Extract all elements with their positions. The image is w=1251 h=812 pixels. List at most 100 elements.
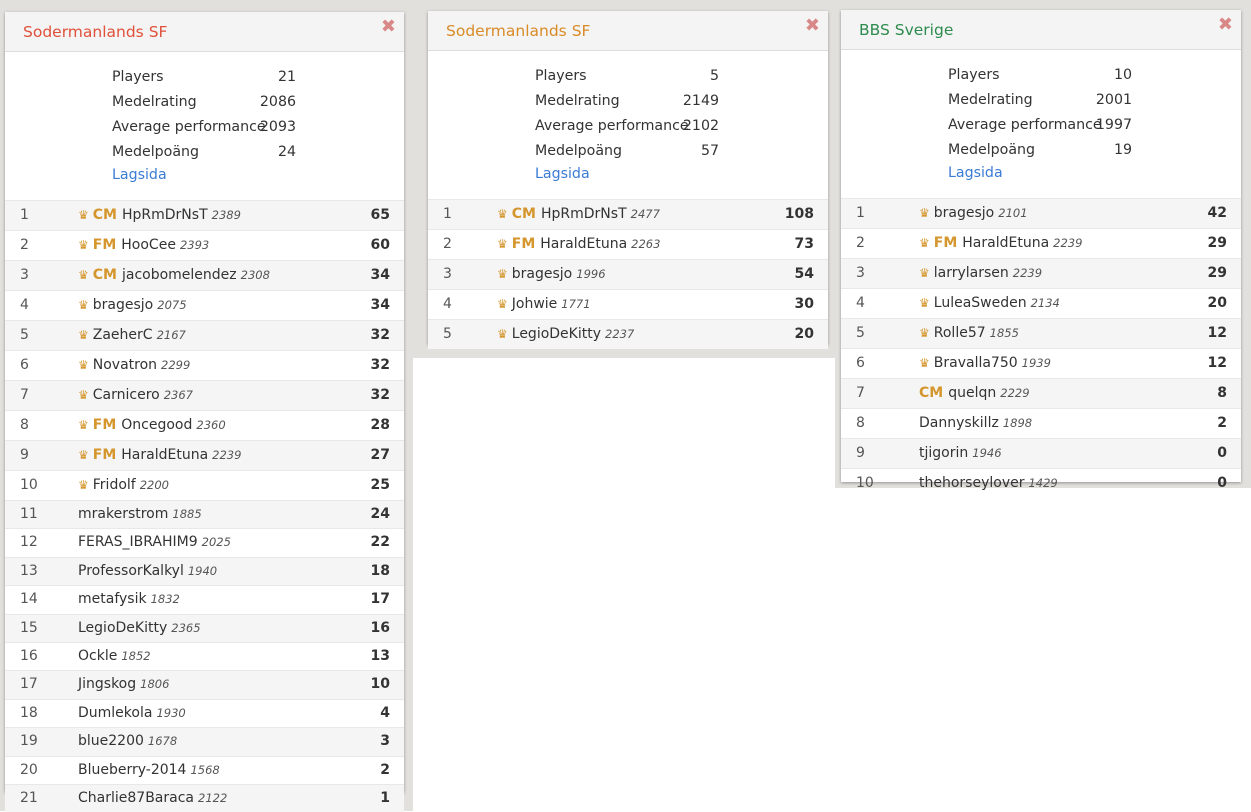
player-row[interactable]: 1 ♛ CM HpRmDrNsT 2389 65 — [5, 200, 404, 230]
player-rank: 2 — [443, 236, 452, 252]
player-name[interactable]: blue2200 — [78, 733, 144, 750]
player-row[interactable]: 8 ♛ FM Oncegood 2360 28 — [5, 410, 404, 440]
player-row[interactable]: 9 ♛ FM HaraldEtuna 2239 27 — [5, 440, 404, 470]
player-name[interactable]: HaraldEtuna — [540, 236, 628, 252]
player-name[interactable]: LegioDeKitty — [511, 326, 602, 342]
player-name[interactable]: HpRmDrNsT — [121, 207, 208, 223]
player-rating: 1678 — [147, 734, 178, 749]
player-name[interactable]: quelqn — [948, 385, 997, 401]
close-icon[interactable]: ✖ — [804, 15, 820, 36]
player-name[interactable]: HooCee — [121, 237, 176, 253]
player-row[interactable]: 15 LegioDeKitty 2365 16 — [5, 613, 404, 642]
player-row[interactable]: 4 ♛ Johwie 1771 30 — [428, 289, 828, 319]
player-rating: 1939 — [1021, 356, 1051, 370]
player-rating: 2393 — [179, 238, 210, 252]
player-name[interactable]: ZaeherC — [92, 327, 153, 343]
player-name[interactable]: LegioDeKitty — [78, 619, 168, 636]
player-row[interactable]: 3 ♛ larrylarsen 2239 29 — [841, 258, 1241, 288]
player-name[interactable]: bragesjo — [92, 297, 154, 313]
player-name[interactable]: Ockle — [78, 647, 118, 664]
player-entry: ♛ Novatron 2299 — [78, 351, 190, 380]
player-name[interactable]: Fridolf — [92, 477, 136, 493]
player-row[interactable]: 7 CM quelqn 2229 8 — [841, 378, 1241, 408]
player-row[interactable]: 5 ♛ LegioDeKitty 2237 20 — [428, 319, 828, 349]
player-row[interactable]: 1 ♛ bragesjo 2101 42 — [841, 198, 1241, 228]
player-entry: ♛ bragesjo 2101 — [919, 199, 1028, 228]
player-name[interactable]: bragesjo — [511, 266, 573, 282]
player-row[interactable]: 1 ♛ CM HpRmDrNsT 2477 108 — [428, 199, 828, 229]
stat-points: Medelpoäng 19 — [948, 142, 1132, 162]
player-score: 34 — [370, 297, 390, 313]
player-row[interactable]: 16 Ockle 1852 13 — [5, 641, 404, 670]
player-name[interactable]: Rolle57 — [933, 325, 986, 341]
player-rating: 1771 — [561, 297, 591, 311]
player-name[interactable]: HpRmDrNsT — [540, 206, 627, 222]
player-row[interactable]: 10 thehorseylover 1429 0 — [841, 468, 1241, 498]
stat-players: Players 10 — [948, 67, 1132, 87]
player-name[interactable]: thehorseylover — [919, 475, 1025, 491]
player-name[interactable]: mrakerstrom — [78, 506, 169, 522]
team-page-link[interactable]: Lagsida — [535, 166, 590, 182]
player-row[interactable]: 12 FERAS_IBRAHIM9 2025 22 — [5, 528, 404, 556]
panel-title: BBS Sverige — [859, 21, 954, 39]
player-row[interactable]: 10 ♛ Fridolf 2200 25 — [5, 470, 404, 500]
player-name[interactable]: Charlie87Baraca — [78, 789, 194, 806]
player-row[interactable]: 5 ♛ Rolle57 1855 12 — [841, 318, 1241, 348]
player-row[interactable]: 2 ♛ FM HaraldEtuna 2263 73 — [428, 229, 828, 259]
player-name[interactable]: Oncegood — [121, 417, 193, 433]
player-name[interactable]: HaraldEtuna — [962, 235, 1050, 251]
player-name[interactable]: Dumlekola — [78, 704, 153, 721]
player-name[interactable]: bragesjo — [933, 205, 995, 221]
player-name[interactable]: HaraldEtuna — [121, 447, 209, 463]
player-row[interactable]: 2 ♛ FM HooCee 2393 60 — [5, 230, 404, 260]
player-name[interactable]: Bravalla750 — [933, 355, 1018, 371]
player-row[interactable]: 18 Dumlekola 1930 4 — [5, 698, 404, 727]
close-icon[interactable]: ✖ — [380, 16, 396, 37]
player-row[interactable]: 13 ProfessorKalkyl 1940 18 — [5, 556, 404, 586]
player-name[interactable]: metafysik — [78, 591, 147, 608]
player-rating: 1429 — [1028, 476, 1058, 490]
player-name[interactable]: Carnicero — [92, 387, 160, 403]
stat-label: Medelpoäng — [112, 144, 200, 160]
stat-performance: Average performance 1997 — [948, 117, 1132, 137]
player-entry: ♛ FM HaraldEtuna 2263 — [497, 230, 660, 259]
player-row[interactable]: 7 ♛ Carnicero 2367 32 — [5, 380, 404, 410]
player-row[interactable]: 20 Blueberry-2014 1568 2 — [5, 755, 404, 784]
player-rank: 1 — [856, 205, 865, 221]
player-name[interactable]: jacobomelendez — [121, 267, 237, 283]
team-page-link[interactable]: Lagsida — [112, 167, 167, 183]
player-row[interactable]: 19 blue2200 1678 3 — [5, 727, 404, 756]
player-row[interactable]: 17 Jingskog 1806 10 — [5, 670, 404, 699]
player-name[interactable]: Jingskog — [78, 676, 137, 693]
team-page-link[interactable]: Lagsida — [948, 165, 1003, 181]
player-row[interactable]: 11 mrakerstrom 1885 24 — [5, 500, 404, 529]
player-row[interactable]: 5 ♛ ZaeherC 2167 32 — [5, 320, 404, 350]
player-row[interactable]: 3 ♛ bragesjo 1996 54 — [428, 259, 828, 289]
player-rating: 2239 — [1012, 266, 1043, 280]
player-row[interactable]: 6 ♛ Novatron 2299 32 — [5, 350, 404, 380]
player-row[interactable]: 9 tjigorin 1946 0 — [841, 438, 1241, 468]
player-row[interactable]: 6 ♛ Bravalla750 1939 12 — [841, 348, 1241, 378]
player-name[interactable]: Dannyskillz — [919, 415, 999, 431]
crown-icon: ♛ — [78, 478, 89, 492]
player-row[interactable]: 4 ♛ LuleaSweden 2134 20 — [841, 288, 1241, 318]
player-name[interactable]: tjigorin — [919, 445, 969, 461]
close-icon[interactable]: ✖ — [1217, 14, 1233, 35]
player-row[interactable]: 8 Dannyskillz 1898 2 — [841, 408, 1241, 438]
player-row[interactable]: 2 ♛ FM HaraldEtuna 2239 29 — [841, 228, 1241, 258]
player-row[interactable]: 14 metafysik 1832 17 — [5, 585, 404, 613]
player-score: 12 — [1207, 325, 1227, 341]
player-name[interactable]: Blueberry-2014 — [78, 761, 187, 778]
player-row[interactable]: 3 ♛ CM jacobomelendez 2308 34 — [5, 260, 404, 290]
player-score: 2 — [380, 761, 390, 778]
player-rating: 2389 — [211, 208, 241, 222]
player-name[interactable]: LuleaSweden — [933, 295, 1027, 311]
player-name[interactable]: Johwie — [511, 296, 558, 312]
player-name[interactable]: ProfessorKalkyl — [78, 562, 184, 579]
player-row[interactable]: 21 Charlie87Baraca 2122 1 — [5, 783, 404, 812]
player-name[interactable]: Novatron — [92, 357, 158, 373]
player-name[interactable]: FERAS_IBRAHIM9 — [78, 534, 198, 551]
player-row[interactable]: 4 ♛ bragesjo 2075 34 — [5, 290, 404, 320]
crown-icon: ♛ — [497, 267, 508, 281]
player-name[interactable]: larrylarsen — [933, 265, 1009, 281]
